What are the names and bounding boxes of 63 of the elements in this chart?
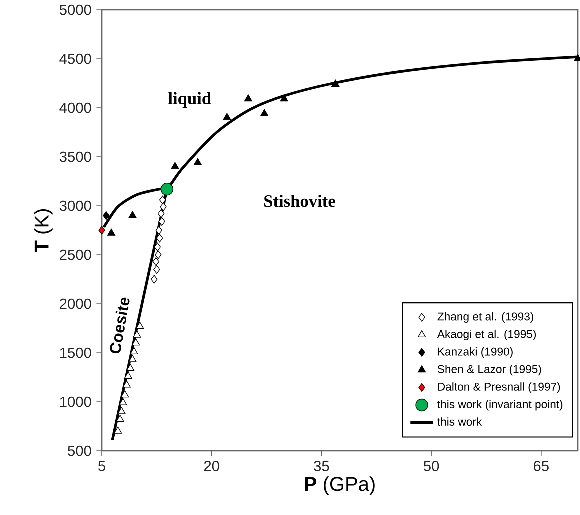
y-axis-title: T (K): [34, 210, 53, 252]
point: [136, 322, 144, 330]
point: [128, 355, 137, 362]
legend-label: Shen & Lazor (1995): [438, 365, 542, 376]
point: [160, 202, 167, 212]
y-tick-label: 1000: [60, 396, 92, 408]
point: [151, 275, 158, 284]
point: [155, 250, 162, 260]
point: [128, 211, 137, 218]
x-tick-label: 5: [98, 461, 106, 472]
point: [154, 265, 160, 274]
point: [107, 228, 116, 236]
point: [156, 226, 162, 235]
legend-label: this work (invariant point): [438, 400, 563, 411]
annotation: Stishovite: [264, 195, 336, 208]
point: [158, 210, 165, 218]
annotation: liquid: [168, 92, 212, 108]
y-tick-label: 1500: [60, 348, 92, 358]
point: [159, 196, 166, 204]
legend-label: Dalton & Presnall (1997): [438, 382, 560, 394]
point: [332, 80, 340, 87]
point: [152, 258, 160, 266]
point: [116, 415, 124, 422]
point: [260, 109, 269, 116]
point: [119, 398, 128, 406]
y-tick-label: 500: [68, 446, 92, 456]
x-tick-label: 35: [314, 461, 330, 472]
point: [130, 347, 138, 354]
point: [223, 113, 232, 120]
x-axis-title: P (GPa): [305, 476, 375, 496]
point: [171, 162, 180, 170]
point: [160, 183, 174, 196]
y-tick-label: 4500: [60, 54, 92, 64]
point: [156, 234, 164, 243]
point: [122, 380, 131, 388]
y-tick-label: 3000: [60, 200, 92, 212]
point: [244, 94, 252, 102]
point: [133, 330, 142, 338]
legend-label: Zhang et al. (1993): [438, 312, 534, 323]
point: [280, 94, 288, 102]
point: [154, 242, 161, 252]
x-tick-label: 65: [534, 461, 549, 472]
y-tick-label: 4000: [60, 102, 92, 114]
point: [126, 364, 135, 372]
y-tick-label: 2500: [60, 250, 92, 260]
legend-label: Akaogi et al. (1995): [437, 330, 536, 341]
point: [121, 390, 130, 398]
x-tick-label: 20: [204, 461, 220, 472]
point: [158, 217, 166, 226]
legend-label: this work: [438, 418, 482, 426]
point: [98, 226, 106, 235]
point: [103, 211, 110, 220]
annotation: Coesite: [110, 298, 130, 354]
point: [124, 372, 132, 379]
y-tick-label: 3500: [60, 152, 92, 162]
x-tick-label: 50: [424, 461, 440, 472]
legend-label: Kanzaki (1990): [438, 348, 513, 358]
point: [132, 338, 140, 346]
point: [118, 407, 126, 414]
point: [114, 426, 122, 434]
point: [194, 158, 202, 166]
y-tick-label: 5000: [60, 4, 92, 16]
y-tick-label: 2000: [60, 298, 92, 310]
